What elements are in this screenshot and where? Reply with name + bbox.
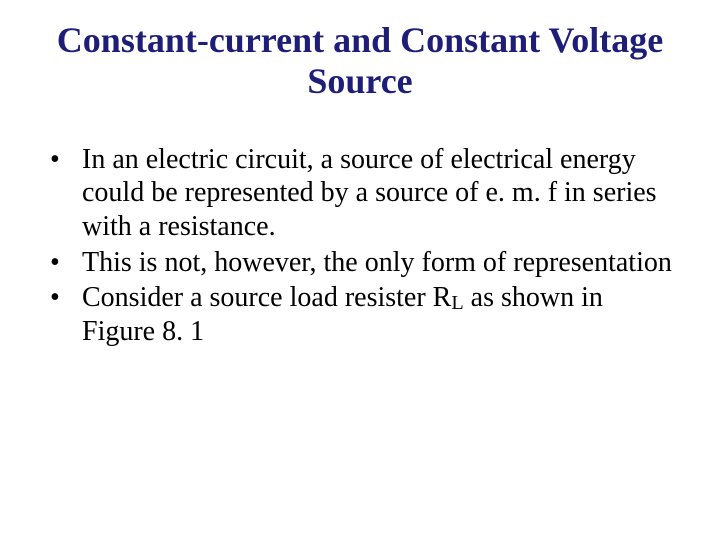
- bullet-item: In an electric circuit, a source of elec…: [40, 143, 680, 244]
- bullet-item: Consider a source load resister RL as sh…: [40, 281, 680, 348]
- slide-title: Constant-current and Constant Voltage So…: [40, 20, 680, 103]
- bullet-list: In an electric circuit, a source of elec…: [40, 143, 680, 349]
- bullet-item: This is not, however, the only form of r…: [40, 246, 680, 280]
